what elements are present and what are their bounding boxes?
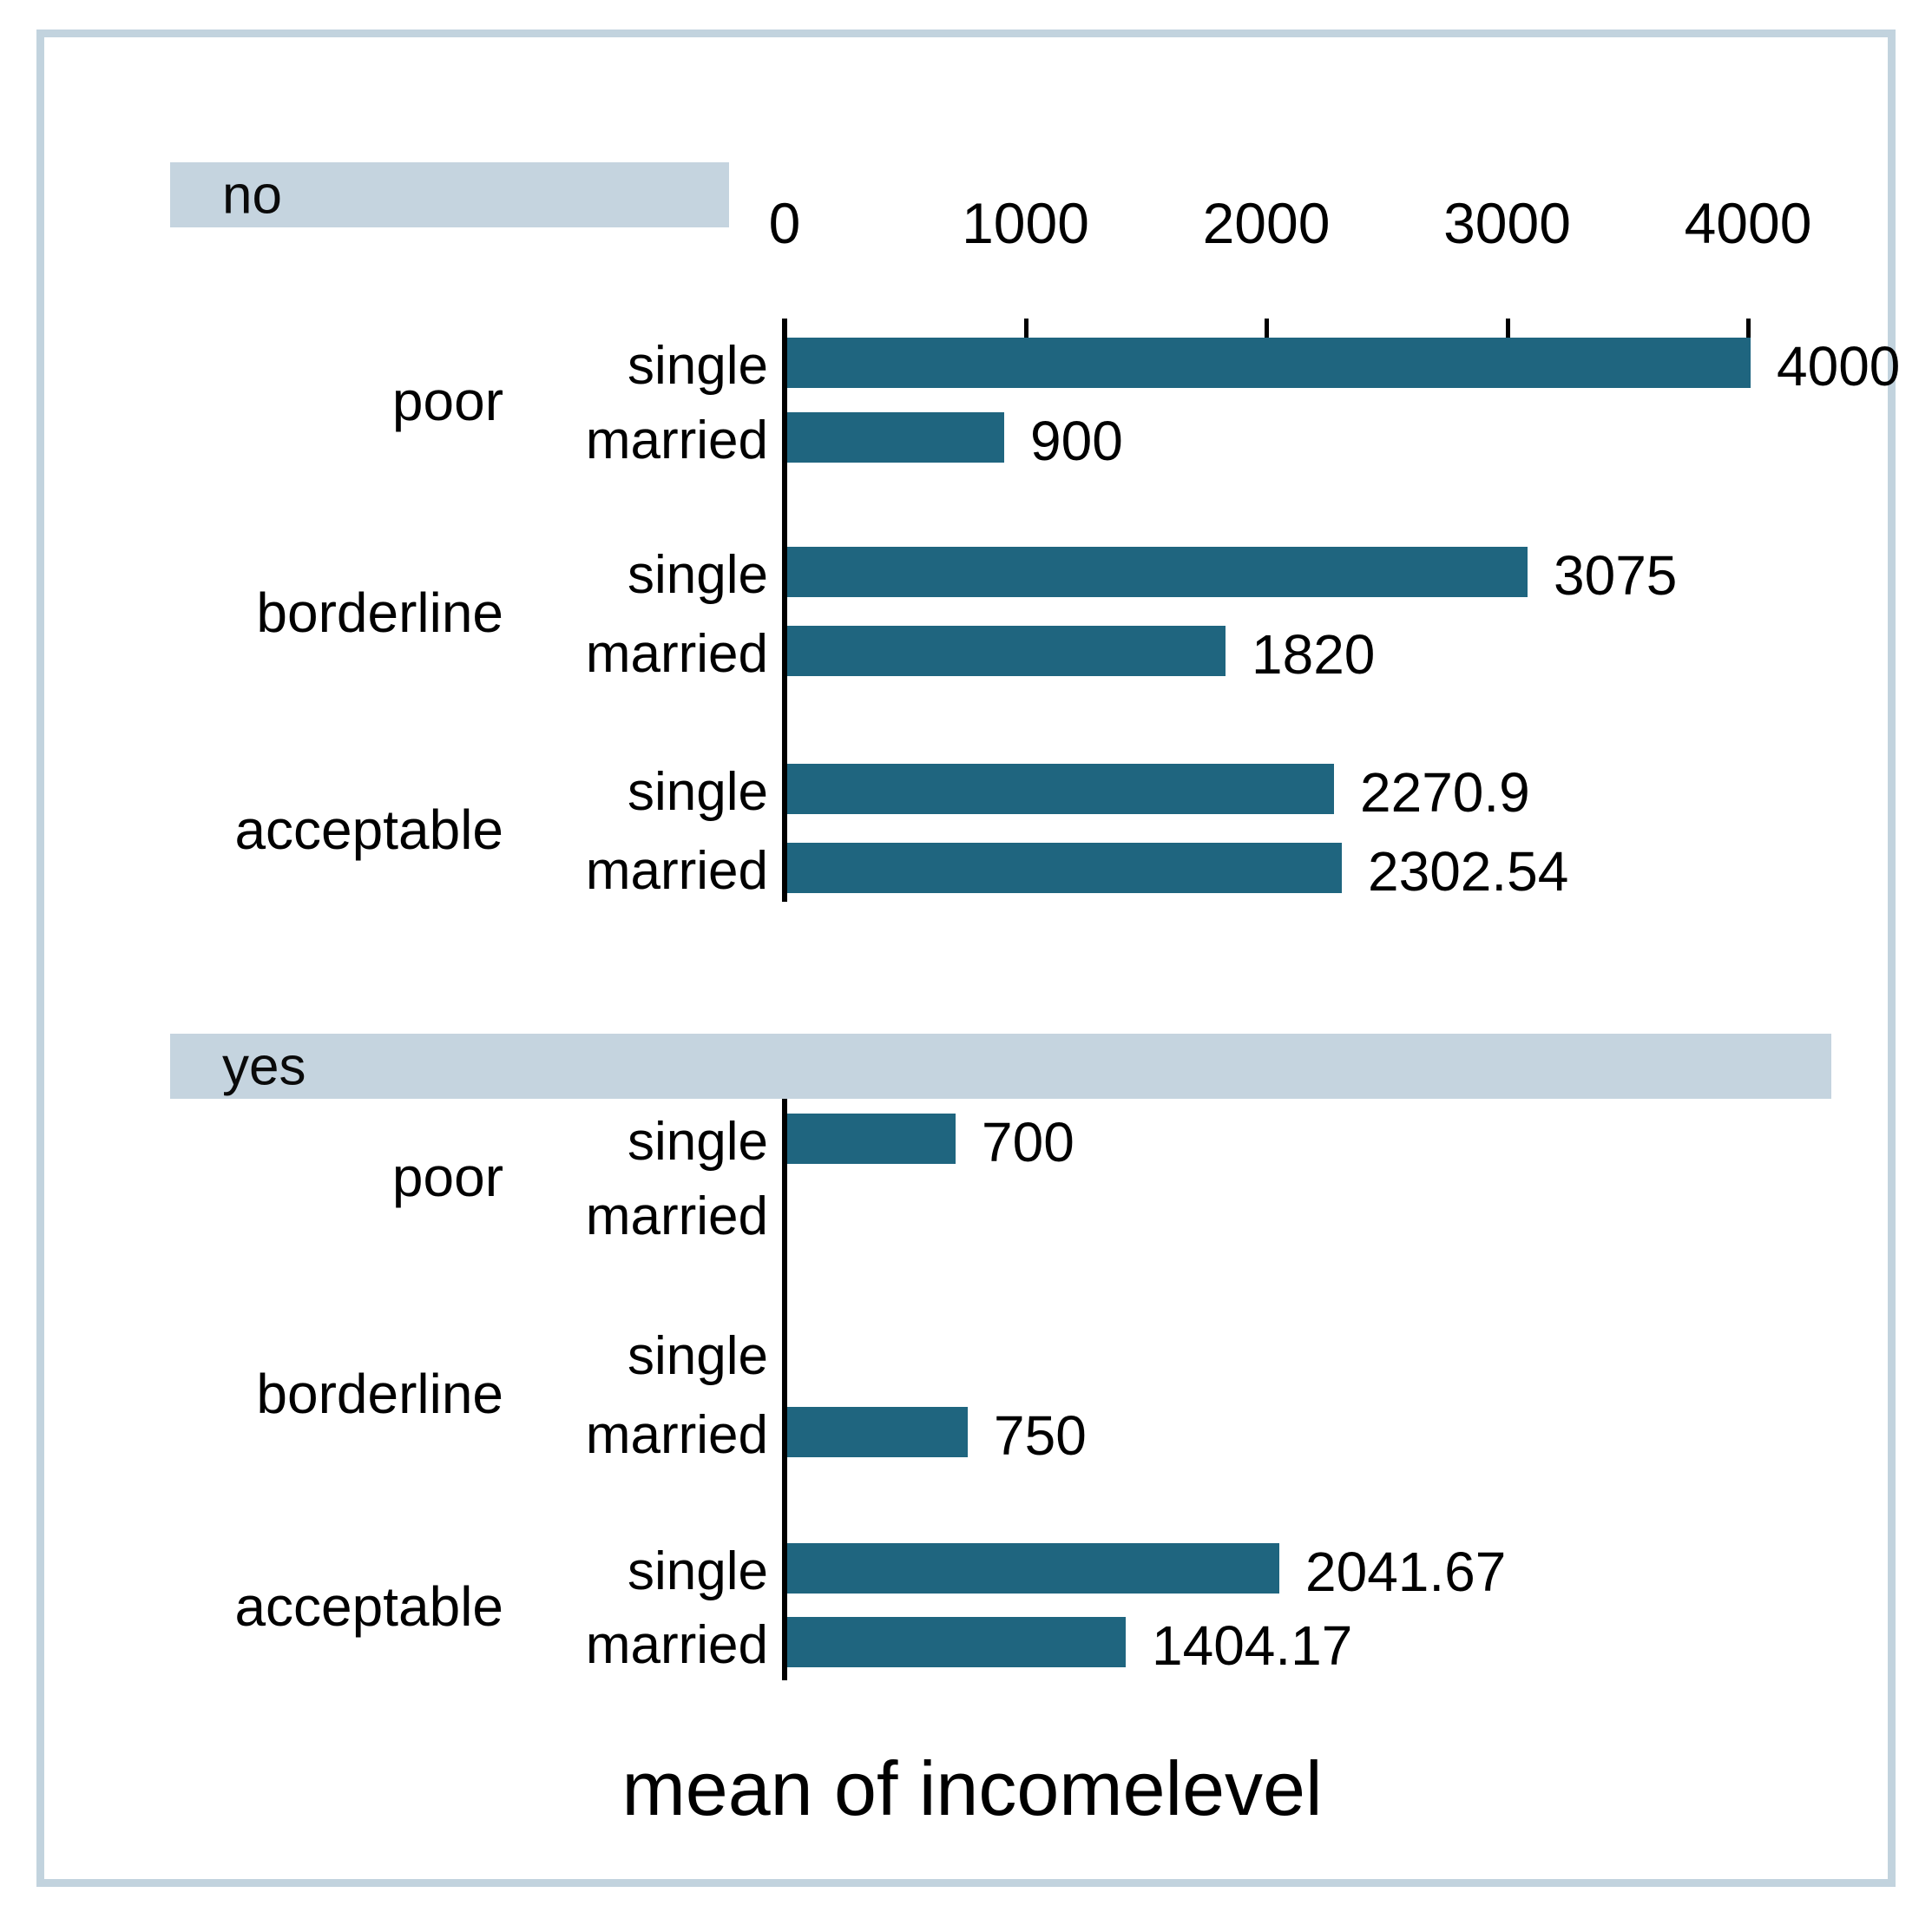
bar-no-borderline-married (787, 626, 1226, 676)
bar-no-poor-married (787, 412, 1004, 463)
x-tick-label-1000: 1000 (962, 191, 1089, 255)
bar-value-label-yes-poor-single: 700 (982, 1111, 1074, 1173)
bar-value-label-yes-acceptable-married: 1404.17 (1152, 1614, 1353, 1677)
bar-category-label-single: single (628, 1112, 768, 1172)
bar-yes-borderline-married (787, 1407, 968, 1457)
x-tick-label-4000: 4000 (1684, 191, 1812, 255)
bar-category-label-married: married (585, 1615, 768, 1675)
x-tick-1000 (1023, 319, 1028, 338)
group-label-acceptable: acceptable (234, 1574, 503, 1638)
bar-category-label-single: single (628, 762, 768, 822)
bar-value-label-no-poor-single: 4000 (1777, 335, 1901, 398)
x-tick-3000 (1505, 319, 1510, 338)
group-label-acceptable: acceptable (234, 798, 503, 861)
bar-value-label-no-borderline-single: 3075 (1554, 544, 1678, 607)
panel-band-label: no (222, 165, 282, 225)
group-label-borderline: borderline (256, 1362, 503, 1425)
bar-no-borderline-single (787, 547, 1528, 597)
group-label-poor: poor (391, 1146, 503, 1208)
x-tick-label-0: 0 (768, 191, 801, 255)
figure-frame (36, 30, 1896, 1887)
x-tick-2000 (1265, 319, 1269, 338)
bar-yes-acceptable-single (787, 1543, 1279, 1594)
bar-category-label-married: married (585, 841, 768, 901)
bar-yes-poor-single (787, 1114, 956, 1164)
bar-no-poor-single (787, 338, 1751, 388)
x-axis-title: mean of incomelevel (621, 1745, 1323, 1831)
y-axis-line (782, 1099, 787, 1680)
bar-value-label-yes-acceptable-single: 2041.67 (1305, 1541, 1507, 1603)
group-label-borderline: borderline (256, 581, 503, 644)
panel-band-no: no (170, 162, 729, 227)
bar-value-label-yes-borderline-married: 750 (994, 1404, 1087, 1467)
group-label-poor: poor (391, 370, 503, 432)
bar-category-label-single: single (628, 1541, 768, 1601)
bar-yes-acceptable-married (787, 1617, 1126, 1667)
bar-category-label-single: single (628, 1326, 768, 1386)
bar-value-label-no-acceptable-married: 2302.54 (1368, 840, 1569, 903)
x-tick-4000 (1746, 319, 1751, 338)
bar-category-label-married: married (585, 1186, 768, 1246)
bar-category-label-single: single (628, 336, 768, 396)
bar-no-acceptable-single (787, 764, 1334, 814)
bar-value-label-no-borderline-married: 1820 (1252, 623, 1376, 686)
panel-band-label: yes (222, 1036, 306, 1096)
bar-category-label-married: married (585, 624, 768, 684)
x-tick-label-2000: 2000 (1202, 191, 1331, 255)
y-axis-line (782, 319, 787, 902)
bar-category-label-married: married (585, 411, 768, 470)
bar-no-acceptable-married (787, 843, 1342, 893)
x-tick-label-3000: 3000 (1443, 191, 1571, 255)
bar-category-label-single: single (628, 545, 768, 605)
bar-value-label-no-poor-married: 900 (1030, 410, 1123, 472)
panel-band-yes: yes (170, 1034, 1831, 1099)
bar-category-label-married: married (585, 1405, 768, 1465)
bar-value-label-no-acceptable-single: 2270.9 (1360, 761, 1530, 824)
